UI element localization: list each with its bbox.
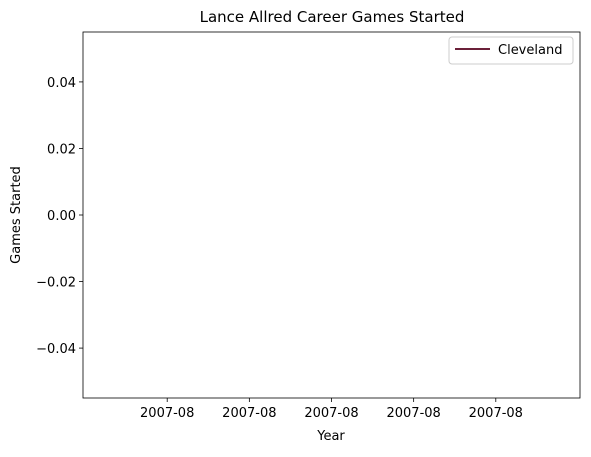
y-tick-label: 0.04 [47, 76, 76, 91]
x-tick-label: 2007-08 [222, 406, 276, 421]
x-tick-label: 2007-08 [469, 406, 523, 421]
y-axis-title: Games Started [9, 166, 24, 264]
chart-title: Lance Allred Career Games Started [200, 8, 465, 26]
x-tick-label: 2007-08 [386, 406, 440, 421]
y-tick-label: 0.00 [47, 209, 76, 224]
y-tick-label: −0.04 [36, 342, 76, 357]
legend: Cleveland [448, 36, 574, 65]
x-axis-title: Year [316, 429, 345, 444]
plot-area [82, 31, 581, 399]
y-axis: 0.04 0.02 0.00 −0.02 −0.04 [36, 76, 83, 357]
legend-label-cleveland: Cleveland [498, 43, 562, 58]
x-tick-label: 2007-08 [304, 406, 358, 421]
legend-box [448, 36, 574, 65]
y-tick-label: −0.02 [36, 276, 76, 291]
x-axis: 2007-08 2007-08 2007-08 2007-08 2007-08 [140, 398, 523, 421]
y-tick-label: 0.02 [47, 142, 76, 157]
x-tick-label: 2007-08 [140, 406, 194, 421]
